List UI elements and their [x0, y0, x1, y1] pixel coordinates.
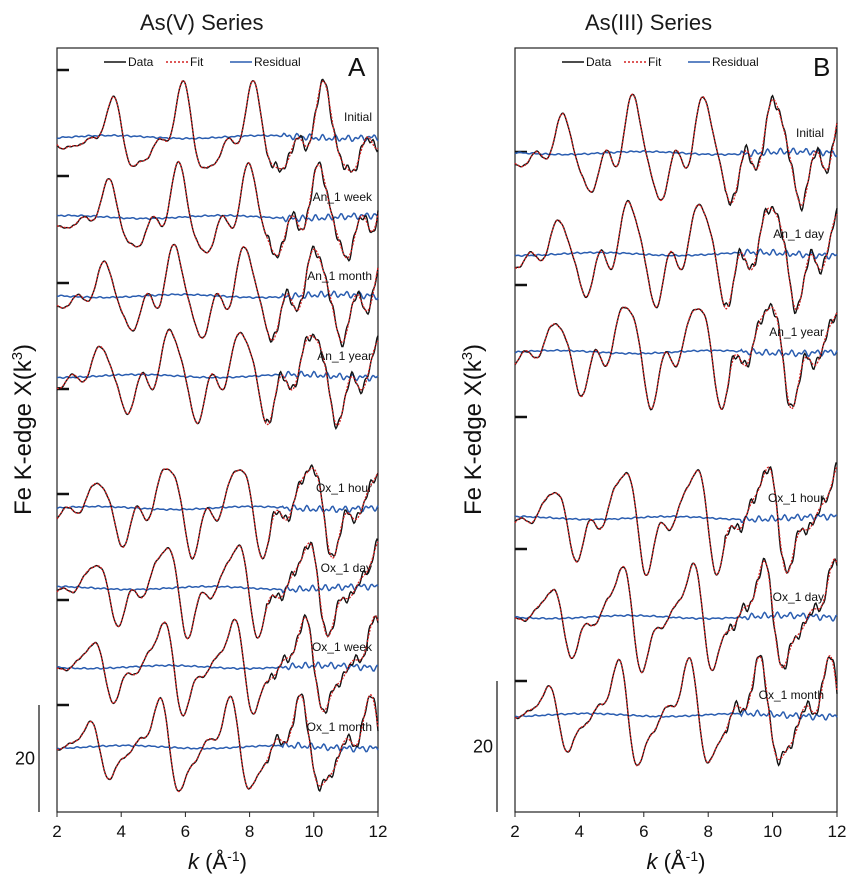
- residual-line: [56, 504, 379, 514]
- data-line: [56, 160, 379, 262]
- fit-line: [56, 329, 379, 426]
- spectrum-label: An_1 week: [313, 190, 373, 204]
- data-line: [57, 613, 379, 717]
- panel-b-ylabel: Fe K-edge X(k3): [459, 344, 488, 515]
- residual-line: [56, 132, 379, 143]
- spectrum-label: Initial: [344, 110, 372, 124]
- fit-line: [56, 243, 379, 343]
- fit-line: [56, 694, 379, 793]
- plot-frame: [56, 47, 379, 813]
- residual-line: [56, 661, 379, 672]
- data-line: [56, 78, 379, 174]
- x-tick-label: 2: [52, 822, 61, 841]
- x-tick-label: 8: [245, 822, 254, 841]
- residual-line: [57, 290, 379, 301]
- fit-line: [56, 79, 379, 173]
- panel-b-ylabel-base: Fe K-edge X(k: [460, 360, 488, 516]
- fit-line: [56, 541, 379, 640]
- residual-line: [57, 370, 379, 382]
- panel-letter: A: [348, 52, 366, 82]
- x-tick-label: 10: [304, 822, 323, 841]
- spectrum-label: Ox_1 hour: [316, 481, 372, 495]
- legend-label-residual: Residual: [254, 55, 301, 69]
- spectrum-label: Ox_1 week: [312, 640, 373, 654]
- x-axis-label: k (Å-1): [188, 848, 247, 874]
- data-line: [56, 328, 379, 430]
- x-tick-label: 4: [116, 822, 125, 841]
- x-tick-label: 12: [369, 822, 388, 841]
- legend-label-data: Data: [128, 55, 154, 69]
- scale-bar-label: 20: [15, 749, 35, 769]
- panel-a-title: As(V) Series: [140, 10, 264, 35]
- x-tick-label: 6: [181, 822, 190, 841]
- fit-line: [56, 615, 379, 717]
- residual-line: [56, 741, 379, 753]
- spectrum-label: Ox_1 month: [307, 720, 372, 734]
- spectrum-label: Ox_1 day: [321, 561, 372, 575]
- fit-line: [56, 467, 379, 560]
- residual-line: [56, 212, 379, 223]
- panel-b-ylabel-sup: 3: [459, 351, 477, 361]
- data-line: [56, 464, 379, 560]
- spectrum-label: An_1 year: [317, 349, 372, 363]
- legend-label-fit: Fit: [190, 55, 204, 69]
- panel-b-ylabel-close: ): [460, 343, 488, 352]
- fit-line: [56, 160, 379, 259]
- panel-b-title: As(III) Series: [585, 10, 713, 35]
- spectrum-label: An_1 month: [307, 269, 372, 283]
